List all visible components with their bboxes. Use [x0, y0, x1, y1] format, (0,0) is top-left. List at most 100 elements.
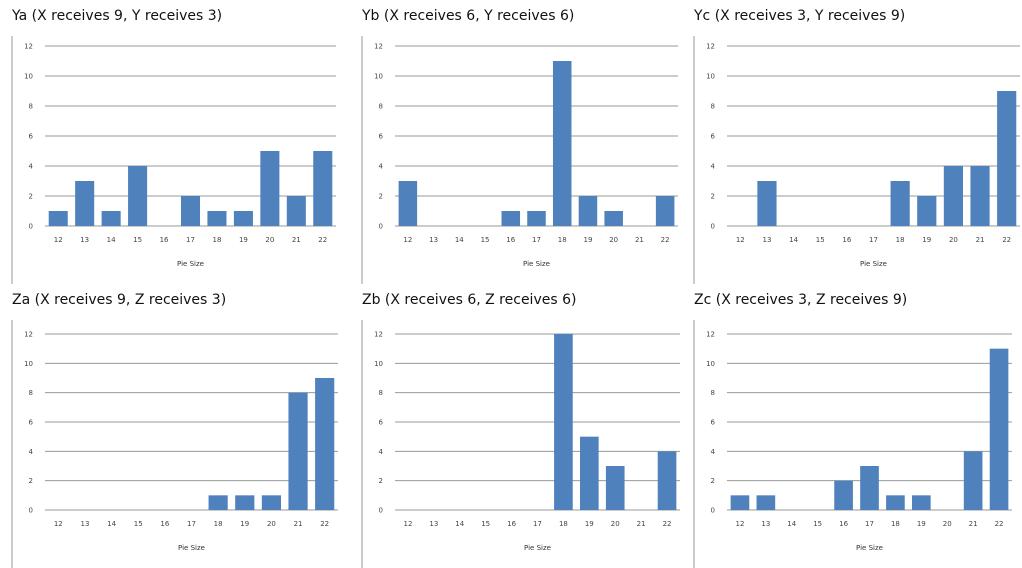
bar [527, 211, 546, 226]
bar [207, 211, 227, 226]
bar [552, 61, 572, 226]
y-tick-label: 2 [711, 193, 715, 201]
bar [315, 378, 335, 510]
chart-panel-yb: Yb (X receives 6, Y receives 6) 0 2 4 6 8 10 1… [350, 0, 690, 284]
bar [756, 495, 776, 510]
bar [917, 196, 937, 226]
y-tick-label: 4 [29, 163, 34, 171]
x-tick-label: 16 [160, 236, 169, 244]
y-tick-label: 2 [379, 193, 383, 201]
x-tick-label: 22 [320, 520, 329, 528]
x-tick-label: 13 [429, 236, 438, 244]
y-tick-label: 0 [711, 507, 715, 515]
y-tick-label: 0 [29, 507, 33, 515]
y-tick-label: 10 [374, 73, 383, 81]
y-tick-label: 6 [711, 419, 716, 427]
chart-panel-zb: Zb (X receives 6, Z receives 6) 0 2 4 6 8 10 1… [350, 284, 690, 568]
y-tick-label: 0 [379, 223, 383, 231]
x-tick-label: 20 [611, 520, 620, 528]
y-tick-label: 0 [711, 223, 715, 231]
bar [604, 211, 623, 226]
bar [101, 211, 121, 226]
y-tick-label: 8 [711, 103, 715, 111]
x-tick-label: 21 [637, 520, 646, 528]
x-tick-label: 19 [583, 236, 592, 244]
y-tick-label: 2 [29, 477, 33, 485]
x-tick-label: 22 [318, 236, 327, 244]
x-tick-label: 19 [917, 520, 926, 528]
x-tick-label: 14 [789, 236, 798, 244]
x-tick-label: 18 [891, 520, 900, 528]
y-tick-label: 2 [379, 477, 383, 485]
y-tick-label: 12 [24, 331, 33, 339]
bar [886, 495, 905, 510]
bar [208, 495, 228, 510]
bar [963, 451, 983, 510]
chart-title: Ya (X receives 9, Y receives 3) [12, 8, 223, 24]
x-tick-label: 21 [635, 236, 644, 244]
x-tick-label: 12 [54, 520, 63, 528]
bar-chart: 0 2 4 6 8 10 12 12 13 14 15 16 17 18 19 20 21 22 Pie Size [11, 36, 336, 284]
x-tick-label: 13 [80, 520, 89, 528]
x-tick-label: 14 [107, 236, 116, 244]
x-tick-label: 17 [187, 520, 196, 528]
bar [579, 436, 599, 510]
x-tick-label: 17 [533, 520, 542, 528]
x-tick-label: 18 [212, 236, 221, 244]
x-tick-label: 18 [896, 236, 905, 244]
x-tick-label: 12 [736, 236, 745, 244]
x-tick-label: 18 [214, 520, 223, 528]
x-tick-label: 13 [762, 236, 771, 244]
x-tick-label: 20 [949, 236, 958, 244]
chart-title: Za (X receives 9, Z receives 3) [12, 292, 227, 308]
x-tick-label: 22 [1002, 236, 1011, 244]
x-tick-label: 16 [160, 520, 169, 528]
x-tick-label: 20 [609, 236, 618, 244]
bar [757, 181, 777, 226]
bar [911, 495, 931, 510]
chart-panel-ya: Ya (X receives 9, Y receives 3) 0 2 4 6 8 10 1… [0, 0, 340, 284]
bar [989, 348, 1009, 510]
y-tick-label: 4 [379, 163, 384, 171]
x-tick-label: 22 [663, 520, 672, 528]
x-axis-title: Pie Size [860, 260, 887, 268]
bar [313, 151, 333, 226]
x-tick-label: 12 [735, 520, 744, 528]
y-tick-label: 12 [24, 43, 33, 51]
x-tick-label: 16 [506, 236, 515, 244]
bar [860, 466, 879, 510]
y-tick-label: 8 [711, 389, 715, 397]
y-tick-label: 10 [374, 360, 383, 368]
x-tick-label: 15 [813, 520, 822, 528]
x-tick-label: 17 [865, 520, 874, 528]
bar [260, 151, 280, 226]
bar [261, 495, 281, 510]
y-tick-label: 12 [706, 331, 715, 339]
y-tick-label: 2 [711, 477, 715, 485]
x-tick-label: 15 [481, 520, 490, 528]
x-tick-label: 20 [267, 520, 276, 528]
bar [730, 495, 750, 510]
x-tick-label: 16 [842, 236, 851, 244]
y-tick-label: 8 [379, 103, 383, 111]
chart-title: Yb (X receives 6, Y receives 6) [362, 8, 575, 24]
x-tick-label: 15 [134, 520, 143, 528]
x-axis-title: Pie Size [856, 544, 883, 552]
bar-chart: 0 2 4 6 8 10 12 12 13 14 15 16 17 18 19 20 21 22 Pie Size [11, 320, 338, 568]
chart-title: Zb (X receives 6, Z receives 6) [362, 292, 577, 308]
y-tick-label: 0 [29, 223, 33, 231]
y-tick-label: 10 [24, 360, 33, 368]
bar [657, 451, 677, 510]
bar [578, 196, 598, 226]
x-tick-label: 18 [559, 520, 568, 528]
x-tick-label: 14 [787, 520, 796, 528]
x-tick-label: 16 [839, 520, 848, 528]
x-axis-title: Pie Size [524, 544, 551, 552]
bar [943, 166, 963, 226]
x-tick-label: 16 [507, 520, 516, 528]
y-tick-label: 12 [374, 43, 383, 51]
y-tick-label: 8 [29, 389, 33, 397]
bar [288, 392, 308, 510]
y-tick-label: 12 [706, 43, 715, 51]
bar-chart: 0 2 4 6 8 10 12 12 13 14 15 16 17 18 19 20 21 22 Pie Size [361, 36, 678, 284]
